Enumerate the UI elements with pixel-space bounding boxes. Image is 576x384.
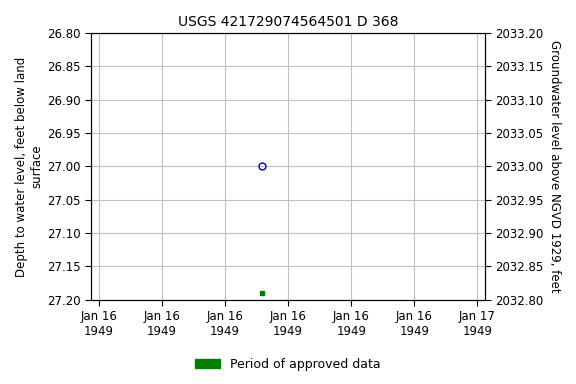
Legend: Period of approved data: Period of approved data [190,353,386,376]
Y-axis label: Groundwater level above NGVD 1929, feet: Groundwater level above NGVD 1929, feet [548,40,561,293]
Y-axis label: Depth to water level, feet below land
surface: Depth to water level, feet below land su… [15,56,43,276]
Title: USGS 421729074564501 D 368: USGS 421729074564501 D 368 [178,15,399,29]
